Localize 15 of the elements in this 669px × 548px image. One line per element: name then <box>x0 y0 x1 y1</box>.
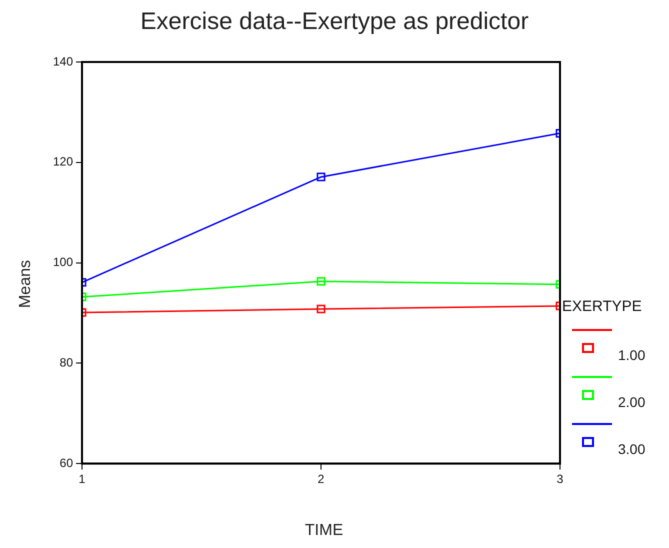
x-tick-label: 3 <box>556 472 564 486</box>
y-tick-label: 140 <box>52 54 74 68</box>
y-tick-label: 100 <box>52 255 74 270</box>
y-tick-label: 60 <box>60 456 74 470</box>
legend-label: 2.00 <box>618 394 646 410</box>
chart-title: Exercise data--Exertype as predictor <box>139 8 530 36</box>
x-tick-label: 2 <box>318 472 325 486</box>
y-axis-title: Means <box>17 258 35 310</box>
y-tick-label: 120 <box>52 154 74 169</box>
x-tick-label: 1 <box>78 472 86 486</box>
x-axis-title: TIME <box>304 522 344 540</box>
legend-label: 3.00 <box>618 441 646 457</box>
legend-label: 1.00 <box>618 347 646 363</box>
legend-title: EXERTYPE <box>562 298 643 315</box>
y-tick-label: 80 <box>60 356 74 370</box>
